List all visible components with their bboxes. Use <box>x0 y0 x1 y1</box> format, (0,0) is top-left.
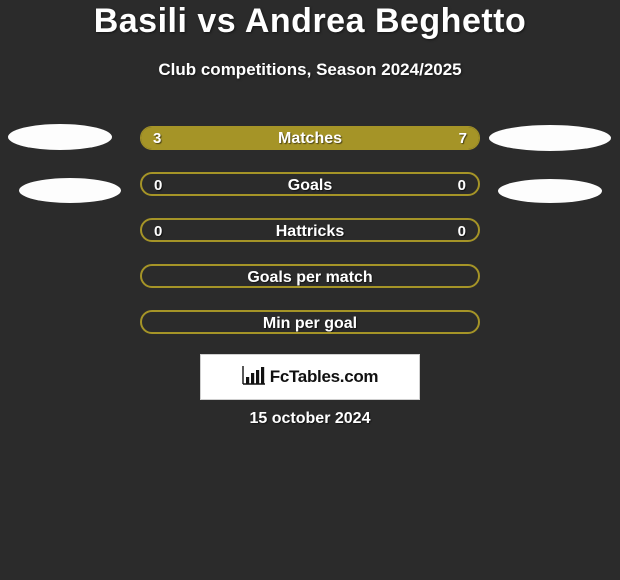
infographic-date: 15 october 2024 <box>0 410 620 428</box>
player-left-avatar-1 <box>8 124 112 150</box>
fctables-logo-text: FcTables.com <box>270 367 379 387</box>
stat-bar-label: Matches <box>141 127 479 150</box>
player-right-avatar-1 <box>489 125 611 151</box>
stat-bar: 00Goals <box>140 172 480 196</box>
player-left-avatar-2 <box>19 178 121 203</box>
stat-bar: Min per goal <box>140 310 480 334</box>
stat-bar-label: Goals <box>142 174 478 196</box>
stat-bar: Goals per match <box>140 264 480 288</box>
stat-bar-label: Hattricks <box>142 220 478 242</box>
stat-bars: 37Matches 00Goals 00Hattricks Goals per mat… <box>140 126 480 356</box>
stat-bar: 37Matches <box>140 126 480 150</box>
bar-chart-icon <box>242 365 266 390</box>
player-right-avatar-2 <box>498 179 602 203</box>
stat-bar-label: Goals per match <box>142 266 478 288</box>
page-title: Basili vs Andrea Beghetto <box>0 2 620 41</box>
page-subtitle: Club competitions, Season 2024/2025 <box>0 60 620 80</box>
stat-bar: 00Hattricks <box>140 218 480 242</box>
stat-bar-label: Min per goal <box>142 312 478 334</box>
comparison-infographic: Basili vs Andrea Beghetto Club competiti… <box>0 0 620 580</box>
fctables-logo: FcTables.com <box>200 354 420 400</box>
